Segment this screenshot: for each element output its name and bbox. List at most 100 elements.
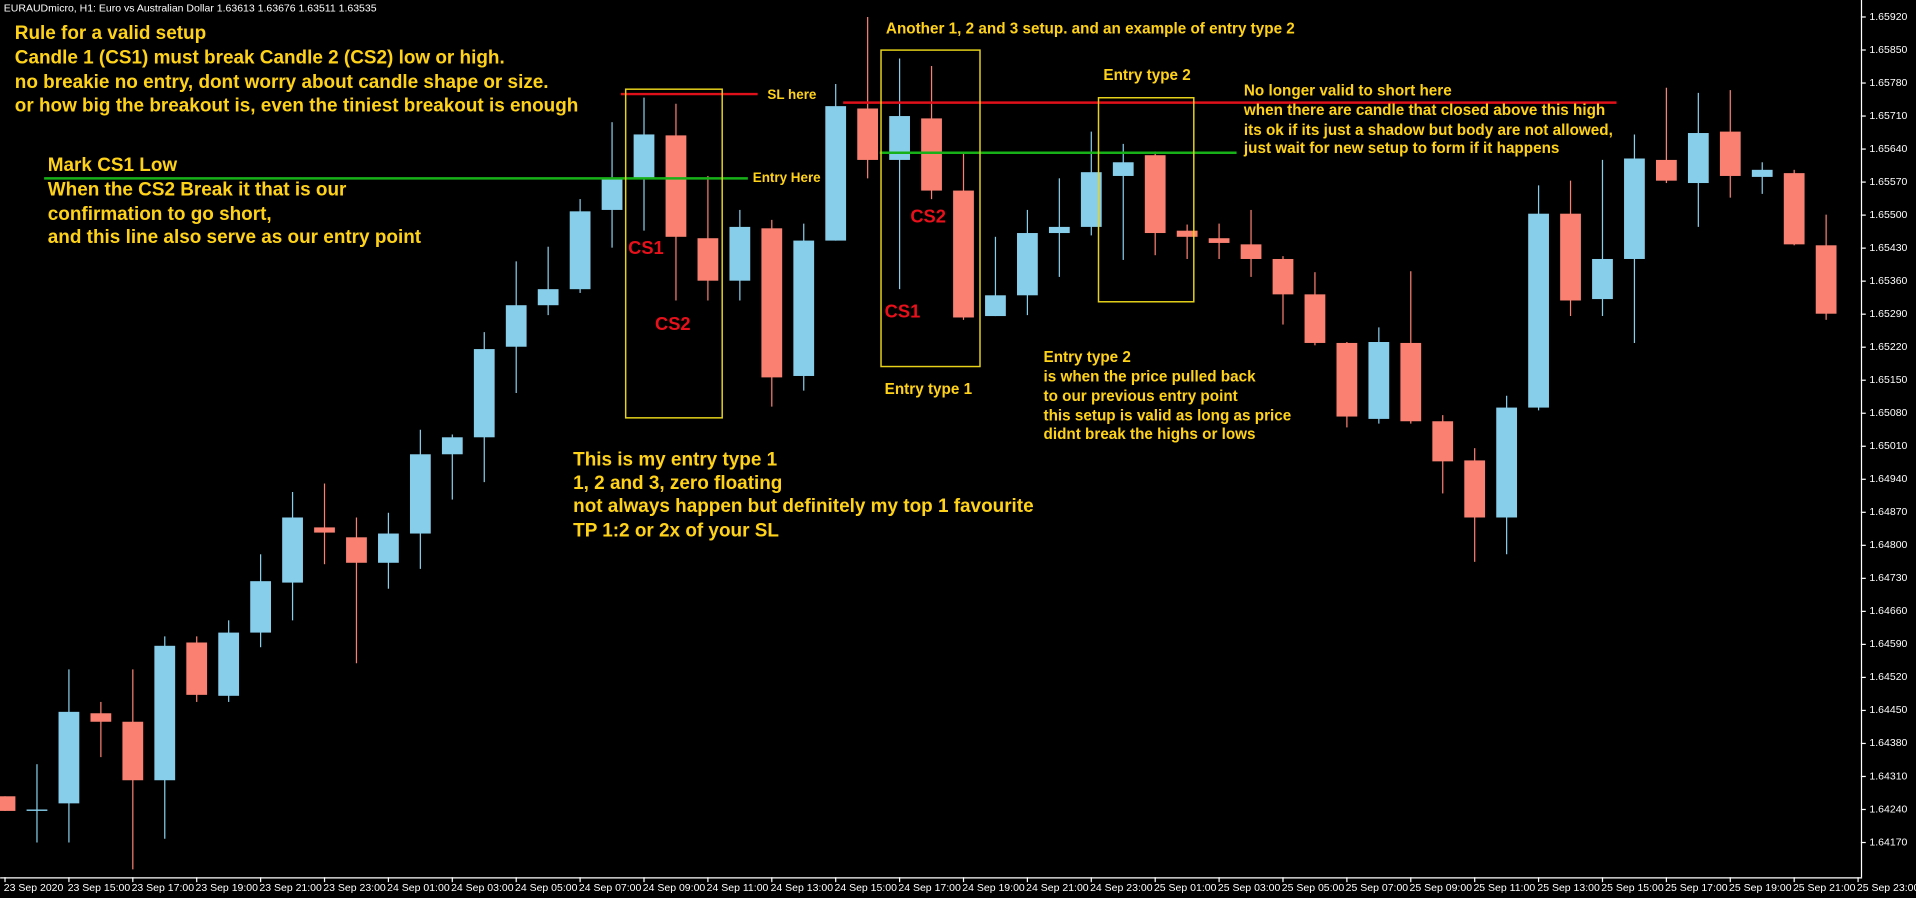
y-tick-label: 1.65290 bbox=[1869, 308, 1907, 320]
candle-body bbox=[186, 642, 208, 695]
x-tick-label: 24 Sep 01:00 bbox=[387, 882, 450, 894]
annotation: when there are candle that closed above … bbox=[1243, 102, 1605, 119]
y-tick-label: 1.64380 bbox=[1869, 737, 1907, 749]
candle-body bbox=[1655, 159, 1677, 181]
y-tick-label: 1.65570 bbox=[1869, 176, 1907, 188]
chart-title: EURAUDmicro, H1: Euro vs Australian Doll… bbox=[4, 2, 377, 14]
y-tick-label: 1.64170 bbox=[1869, 836, 1907, 848]
y-tick-label: 1.64730 bbox=[1869, 572, 1907, 584]
candle-body bbox=[1017, 233, 1038, 296]
candle-body bbox=[1208, 238, 1230, 243]
candle-body bbox=[889, 116, 910, 160]
x-tick-label: 25 Sep 13:00 bbox=[1537, 882, 1600, 894]
y-tick-label: 1.65010 bbox=[1869, 440, 1907, 452]
setup-box bbox=[624, 88, 723, 419]
annotation: Candle 1 (CS1) must break Candle 2 (CS2)… bbox=[15, 48, 505, 69]
candle-body bbox=[1176, 230, 1198, 237]
annotation: Entry type 1 bbox=[885, 381, 973, 398]
annotation: no breakie no entry, dont worry about ca… bbox=[15, 72, 549, 93]
candle-body bbox=[1560, 213, 1581, 301]
candle-body bbox=[1432, 421, 1454, 462]
candle-body bbox=[1240, 244, 1262, 259]
candle-body bbox=[218, 632, 240, 696]
setup-box bbox=[1097, 97, 1195, 303]
y-tick-label: 1.64590 bbox=[1869, 638, 1907, 650]
y-tick-label: 1.65080 bbox=[1869, 407, 1907, 419]
x-tick-label: 25 Sep 09:00 bbox=[1410, 882, 1473, 894]
candle-body bbox=[346, 537, 367, 563]
y-tick-label: 1.64800 bbox=[1869, 539, 1907, 551]
candle-body bbox=[26, 809, 48, 811]
annotation: and this line also serve as our entry po… bbox=[48, 227, 422, 248]
candle-body bbox=[378, 533, 399, 563]
candle-body bbox=[601, 178, 623, 210]
y-tick-label: 1.65220 bbox=[1869, 341, 1907, 353]
candle-body bbox=[1080, 172, 1102, 227]
candle-body bbox=[1464, 460, 1486, 518]
y-tick-label: 1.65640 bbox=[1869, 143, 1907, 155]
annotation: its ok if its just a shadow but body are… bbox=[1244, 122, 1613, 139]
annotation: Another 1, 2 and 3 setup. and an example… bbox=[886, 20, 1295, 37]
candle-body bbox=[154, 645, 176, 781]
candle-body bbox=[314, 527, 335, 533]
candle-body bbox=[729, 226, 751, 281]
annotation: to our previous entry point bbox=[1044, 388, 1238, 405]
x-tick-label: 25 Sep 03:00 bbox=[1218, 882, 1281, 894]
candle-body bbox=[633, 134, 655, 179]
candle-body bbox=[857, 108, 879, 160]
candle-body bbox=[569, 211, 591, 290]
annotation: This is my entry type 1 bbox=[573, 450, 777, 471]
annotation: Entry type 2 bbox=[1103, 67, 1190, 84]
y-tick-label: 1.64240 bbox=[1869, 803, 1907, 815]
plot bbox=[0, 16, 1837, 870]
x-tick-label: 23 Sep 21:00 bbox=[259, 882, 322, 894]
y-tick-label: 1.64940 bbox=[1869, 473, 1907, 485]
y-tick-label: 1.65780 bbox=[1869, 77, 1907, 89]
candle-body bbox=[1368, 342, 1390, 419]
candle-body bbox=[1144, 155, 1166, 234]
annotation: TP 1:2 or 2x of your SL bbox=[573, 520, 779, 541]
x-tick-label: 24 Sep 19:00 bbox=[962, 882, 1025, 894]
y-tick-label: 1.65920 bbox=[1869, 11, 1907, 23]
y-tick-label: 1.65430 bbox=[1869, 242, 1907, 254]
annotation: When the CS2 Break it that is our bbox=[48, 180, 347, 201]
candle-body bbox=[250, 581, 271, 633]
candle-body bbox=[282, 517, 303, 583]
x-tick-label: 25 Sep 17:00 bbox=[1665, 882, 1728, 894]
candle-body bbox=[1624, 158, 1645, 259]
x-tick-label: 23 Sep 17:00 bbox=[132, 882, 195, 894]
y-tick-label: 1.65710 bbox=[1869, 110, 1907, 122]
x-tick-label: 23 Sep 19:00 bbox=[195, 882, 258, 894]
annotation: Entry type 2 bbox=[1044, 349, 1131, 366]
x-tick-label: 24 Sep 03:00 bbox=[451, 882, 514, 894]
x-tick-label: 25 Sep 11:00 bbox=[1473, 882, 1535, 894]
y-tick-label: 1.64870 bbox=[1869, 506, 1907, 518]
y-tick-label: 1.65850 bbox=[1869, 44, 1907, 56]
candle-body bbox=[90, 713, 112, 722]
annotation: this setup is valid as long as price bbox=[1044, 408, 1292, 425]
annotation: Mark CS1 Low bbox=[48, 155, 178, 176]
candle-body bbox=[1048, 226, 1070, 234]
candle-body bbox=[441, 437, 463, 455]
candle-body bbox=[985, 295, 1006, 317]
annotation: CS1 bbox=[628, 237, 664, 258]
candle-body bbox=[1687, 133, 1709, 184]
candle-body bbox=[122, 721, 144, 781]
y-tick-label: 1.65500 bbox=[1869, 209, 1907, 221]
candle-body bbox=[697, 238, 719, 281]
annotation: 1, 2 and 3, zero floating bbox=[573, 473, 782, 494]
setup-box bbox=[880, 49, 981, 368]
candle-body bbox=[921, 118, 942, 191]
x-tick-label: 24 Sep 07:00 bbox=[579, 882, 642, 894]
annotation: is when the price pulled back bbox=[1044, 369, 1257, 386]
annotation: not always happen but definitely my top … bbox=[573, 496, 1034, 517]
x-tick-label: 23 Sep 23:00 bbox=[323, 882, 386, 894]
candle-body bbox=[761, 228, 783, 378]
x-tick-label: 24 Sep 05:00 bbox=[515, 882, 578, 894]
x-tick-label: 25 Sep 07:00 bbox=[1346, 882, 1409, 894]
candle-body bbox=[953, 190, 974, 318]
candle-body bbox=[1304, 294, 1326, 343]
